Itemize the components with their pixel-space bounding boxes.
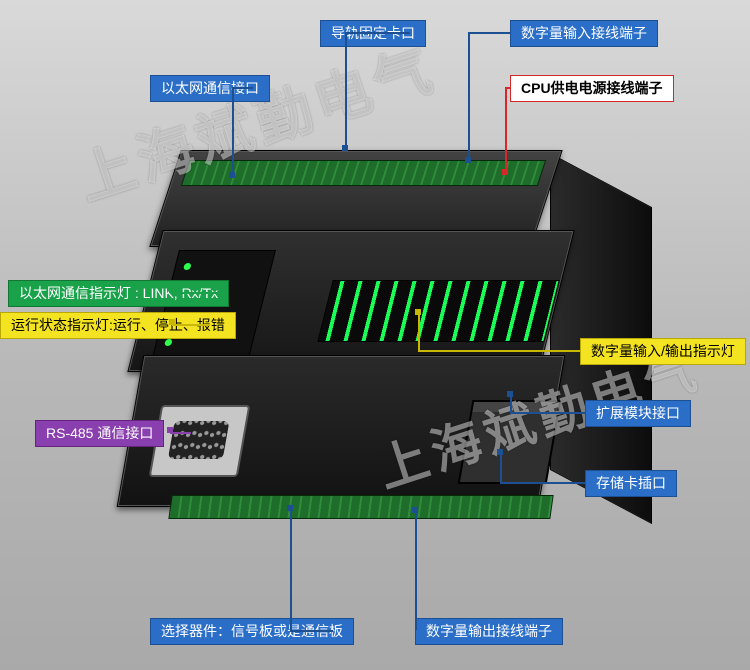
- leader-digital_in-h: [468, 32, 510, 34]
- leader-selector-v: [290, 508, 292, 630]
- leader-sd_slot-v: [500, 452, 502, 482]
- io-led-grid: [317, 280, 559, 342]
- leader-rail_clip-v: [345, 32, 347, 148]
- leader-io_led-h: [418, 350, 580, 352]
- label-io_led: 数字量输入/输出指示灯: [580, 338, 746, 365]
- leader-eth_led-h: [172, 292, 218, 294]
- label-expansion: 扩展模块接口: [585, 400, 691, 427]
- leader-sd_slot-h: [500, 482, 585, 484]
- label-digital_in: 数字量输入接线端子: [510, 20, 658, 47]
- leader-run_led-end: [169, 319, 175, 325]
- leader-cpu_power-h: [505, 87, 510, 89]
- terminals-top: [181, 160, 546, 186]
- terminals-bottom: [168, 495, 553, 519]
- leader-rail_clip-end: [342, 145, 348, 151]
- leader-ethernet_port-end: [229, 172, 235, 178]
- label-digital_out: 数字量输出接线端子: [415, 618, 563, 645]
- leader-rs485-end: [167, 427, 173, 433]
- leader-rail_clip-h: [345, 32, 410, 34]
- leader-selector-h: [290, 630, 333, 632]
- leader-io_led-v: [418, 312, 420, 350]
- leader-expansion-end: [507, 391, 513, 397]
- leader-digital_out-v: [415, 510, 417, 630]
- led-run: [183, 263, 192, 270]
- leader-digital_in-v: [468, 32, 470, 160]
- led-rxtx: [164, 339, 173, 346]
- label-sd_slot: 存储卡插口: [585, 470, 677, 497]
- leader-rs485-h: [170, 432, 191, 434]
- label-rs485: RS-485 通信接口: [35, 420, 164, 447]
- leader-io_led-end: [415, 309, 421, 315]
- leader-digital_out-end: [412, 507, 418, 513]
- leader-selector-end: [287, 505, 293, 511]
- label-cpu_power: CPU供电电源接线端子: [510, 75, 674, 102]
- leader-digital_in-end: [465, 157, 471, 163]
- leader-run_led-h: [172, 324, 210, 326]
- leader-sd_slot-end: [497, 449, 503, 455]
- leader-eth_led-end: [169, 287, 175, 293]
- leader-cpu_power-end: [502, 169, 508, 175]
- leader-cpu_power-v: [505, 87, 507, 172]
- leader-ethernet_port-v: [232, 87, 234, 175]
- leader-expansion-h: [510, 412, 585, 414]
- leader-ethernet_port-h: [232, 87, 253, 89]
